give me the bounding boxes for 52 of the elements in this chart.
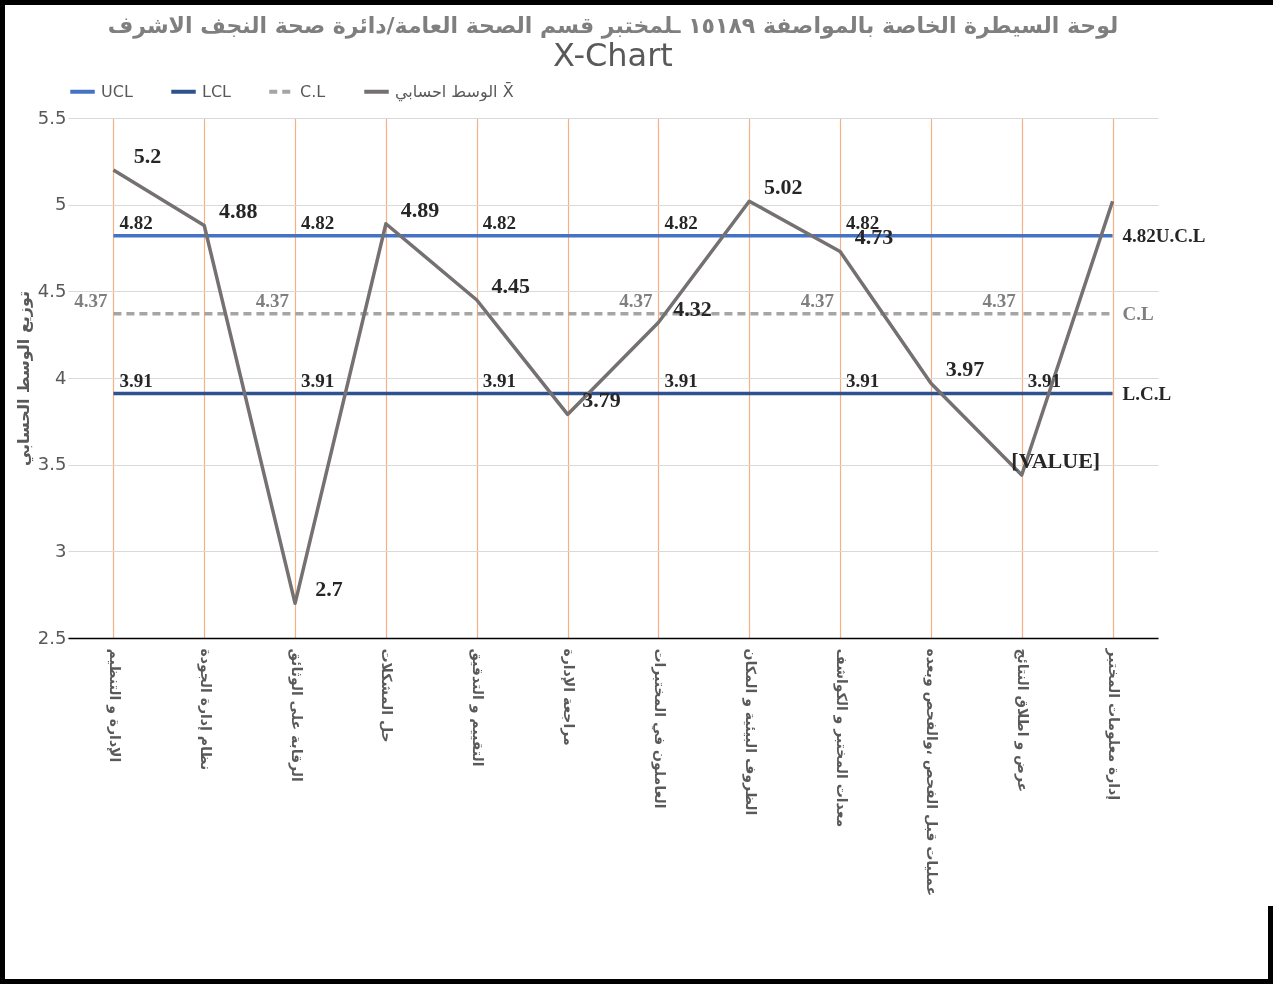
x-tick-label: نظام إدارة الجودة: [196, 648, 214, 771]
x-tick-label: العاملون في المختبرات: [650, 648, 668, 809]
data-label: 3.91: [119, 369, 153, 391]
data-label: 4.37: [255, 289, 290, 311]
data-label: C.L: [1122, 302, 1154, 324]
data-label: 5.2: [133, 143, 162, 168]
data-label: 3.91: [301, 369, 335, 391]
legend-label: LCL: [202, 81, 232, 101]
data-label: 4.37: [74, 289, 108, 311]
data-label: 4.82: [119, 211, 153, 233]
data-label: 4.45: [491, 273, 530, 298]
data-label: 4.82U.C.L: [1122, 224, 1206, 246]
x-tick-label: معدات المختبر و الكواشف: [832, 648, 850, 828]
x-tick-label: الظروف البيئية و المكان: [741, 648, 759, 816]
legend-label: UCL: [101, 81, 133, 101]
x-tick-label: عمليات قبل الفحص ،والفحص وبعده: [923, 648, 941, 896]
data-label: 3.91: [846, 369, 880, 391]
data-label: 4.89: [400, 196, 440, 222]
x-tick-label: إدارة معلومات المختبر: [1105, 647, 1123, 801]
data-label: 4.82: [482, 211, 516, 233]
legend-label: C.L: [300, 81, 326, 101]
y-tick-label: 3: [55, 539, 67, 561]
y-axis-title: توزيع الوسط الحسابي: [13, 290, 34, 467]
data-label: 4.82: [664, 211, 698, 233]
data-label: 4.82: [301, 211, 335, 233]
y-tick-label: 5: [55, 193, 67, 215]
x-tick-label: عرض و اطلاق النتائج: [1014, 648, 1032, 793]
y-tick-label: 3.5: [37, 453, 67, 475]
chart-title: لوحة السيطرة الخاصة بالمواصفة ١٥١٨٩ ـلمختبر قسم الصحة العامة/دائرة صحة النجف الاشرف: [107, 13, 1119, 39]
data-label: 2.7: [315, 576, 343, 602]
data-label: L.C.L: [1122, 382, 1172, 404]
y-tick-label: 4: [55, 366, 67, 388]
line-series: [111, 168, 1115, 606]
x-tick-label: حل المشكلات: [379, 648, 396, 743]
data-label: 4.37: [619, 289, 653, 311]
x-tick-label: الإدارة و التنظيم: [105, 648, 123, 763]
x-tick-label: مراجعة الإدارة: [560, 648, 578, 746]
x-tick-label: الرقابة على الوثائق: [287, 648, 305, 782]
data-label: 4.32: [673, 295, 712, 321]
y-tick-label: 5.5: [37, 106, 67, 128]
legend-label: الوسط احسابي X̄: [395, 81, 514, 102]
data-label: 4.37: [982, 289, 1017, 311]
data-label: 3.79: [582, 387, 621, 413]
data-label: 4.88: [219, 198, 258, 224]
y-tick-label: 4.5: [37, 279, 67, 301]
y-tick-label: 2.5: [37, 626, 67, 648]
data-label: 3.91: [482, 369, 516, 391]
data-label: 5.02: [764, 174, 803, 200]
data-label: 3.91: [664, 369, 698, 391]
data-label: 4.37: [800, 289, 835, 311]
x-tick-label: التقييم و التدقيق: [469, 648, 487, 767]
data-label: 3.97: [945, 356, 985, 382]
